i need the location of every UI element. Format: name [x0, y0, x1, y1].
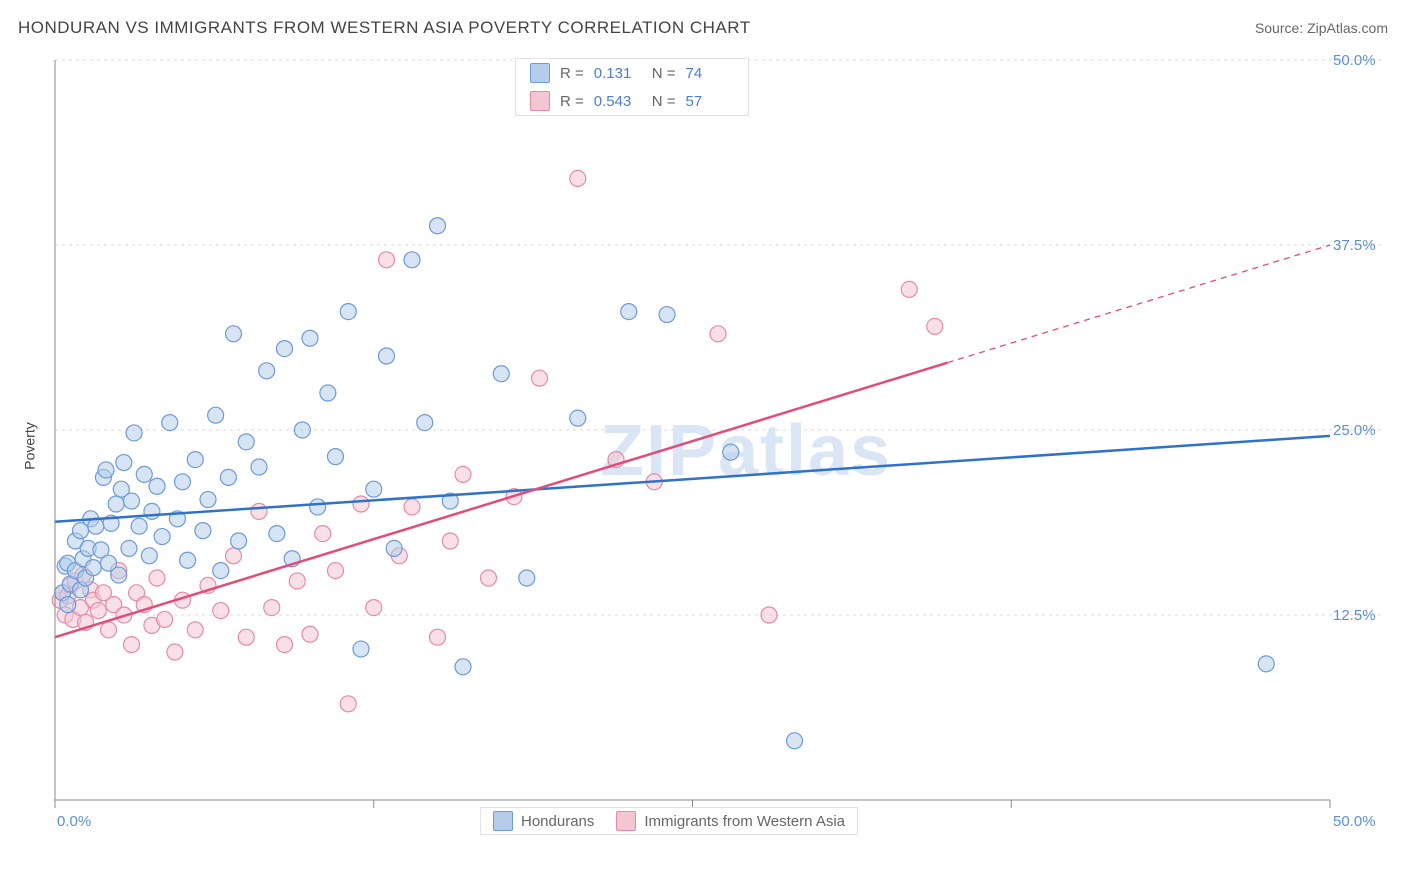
swatch-pink-icon [616, 811, 636, 831]
swatch-blue-icon [493, 811, 513, 831]
n-value-pink: 57 [686, 93, 734, 110]
n-label: N = [652, 93, 676, 110]
source-label: Source: [1255, 20, 1307, 36]
chart-title: HONDURAN VS IMMIGRANTS FROM WESTERN ASIA… [18, 18, 751, 38]
y-axis-title: Poverty [22, 422, 38, 469]
watermark-text: ZIPatlas [600, 411, 892, 491]
svg-text:50.0%: 50.0% [1333, 55, 1376, 69]
svg-text:37.5%: 37.5% [1333, 237, 1376, 254]
legend-bottom: Hondurans Immigrants from Western Asia [480, 807, 858, 835]
n-label: N = [652, 65, 676, 82]
legend-label-pink: Immigrants from Western Asia [644, 813, 845, 830]
chart-header: HONDURAN VS IMMIGRANTS FROM WESTERN ASIA… [18, 18, 1388, 38]
stats-row-blue: R = 0.131 N = 74 [516, 59, 748, 87]
source-attribution: Source: ZipAtlas.com [1255, 20, 1388, 36]
stats-row-pink: R = 0.543 N = 57 [516, 87, 748, 115]
r-label: R = [560, 65, 584, 82]
r-value-blue: 0.131 [594, 65, 642, 82]
correlation-stats-box: R = 0.131 N = 74 R = 0.543 N = 57 [515, 58, 749, 116]
svg-text:12.5%: 12.5% [1333, 607, 1376, 624]
svg-text:50.0%: 50.0% [1333, 813, 1376, 830]
svg-text:25.0%: 25.0% [1333, 422, 1376, 439]
legend-label-blue: Hondurans [521, 813, 594, 830]
r-label: R = [560, 93, 584, 110]
r-value-pink: 0.543 [594, 93, 642, 110]
swatch-pink-icon [530, 91, 550, 111]
legend-item-pink: Immigrants from Western Asia [616, 811, 845, 831]
scatter-chart: ZIPatlas 12.5% 25.0% 37.5% 50.0% 0.0% 50.0% [50, 55, 1390, 835]
n-value-blue: 74 [686, 65, 734, 82]
svg-text:0.0%: 0.0% [57, 813, 91, 830]
source-name: ZipAtlas.com [1307, 20, 1388, 36]
plot-area: ZIPatlas 12.5% 25.0% 37.5% 50.0% 0.0% 50.0% R… [50, 55, 1390, 835]
legend-item-blue: Hondurans [493, 811, 594, 831]
swatch-blue-icon [530, 63, 550, 83]
